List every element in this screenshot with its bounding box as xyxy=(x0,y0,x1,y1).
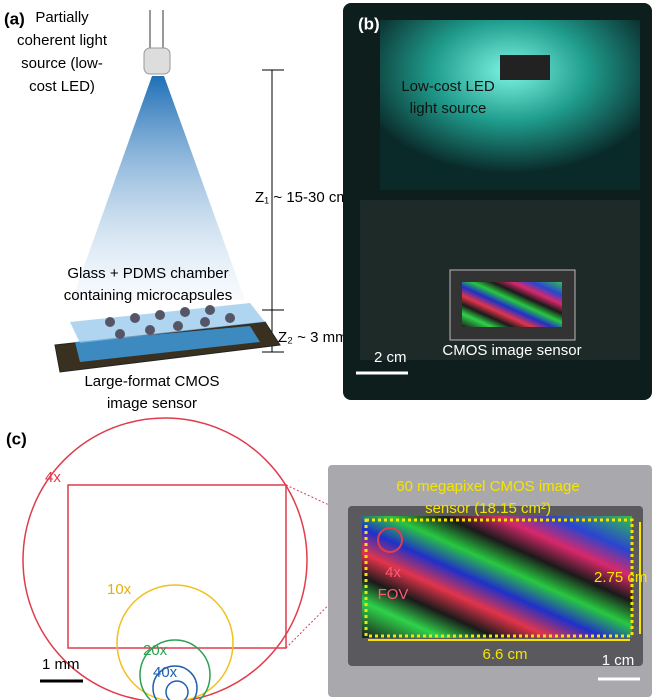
panel-label: (b) xyxy=(358,14,380,33)
label-line: source (low- xyxy=(21,55,103,72)
mag-label: 10x xyxy=(107,581,132,598)
microcapsule xyxy=(115,329,125,339)
label-line: Large-format CMOS xyxy=(84,373,219,390)
label-line: Glass + PDMS chamber xyxy=(67,265,228,282)
label-line: 4x xyxy=(385,564,401,581)
panel-label: (c) xyxy=(6,429,27,448)
microcapsule xyxy=(130,313,140,323)
microcapsule xyxy=(205,305,215,315)
microcapsule xyxy=(200,317,210,327)
microcapsule xyxy=(105,317,115,327)
distance-label: Z₂ ~ 3 mm xyxy=(278,329,348,346)
label-line: image sensor xyxy=(107,395,197,412)
mag-label: 4x xyxy=(45,469,61,486)
fov-rect xyxy=(68,485,286,648)
distance-label: Z₁ ~ 15-30 cm xyxy=(255,189,349,206)
sensor-image xyxy=(462,282,562,327)
fov-circle xyxy=(117,585,233,700)
label-line: cost LED) xyxy=(29,78,95,95)
label-line: sensor (18.15 cm²) xyxy=(425,500,551,517)
label-line: light source xyxy=(410,100,487,117)
mag-label: 20x xyxy=(143,642,168,659)
label-line: 60 megapixel CMOS image xyxy=(396,478,579,495)
mag-label: 40x xyxy=(153,664,178,681)
scale-label: 1 cm xyxy=(602,652,635,669)
microcapsule xyxy=(180,307,190,317)
microcapsule xyxy=(225,313,235,323)
panel-label: (a) xyxy=(4,9,25,28)
photo-label: CMOS image sensor xyxy=(442,342,581,359)
dimension-label: 2.75 cm xyxy=(594,569,647,586)
scale-label: 2 cm xyxy=(374,349,407,366)
microcapsule xyxy=(155,310,165,320)
fov-circle xyxy=(166,681,188,700)
label-line: containing microcapsules xyxy=(64,287,232,304)
figure: (a) Partially coherent light source (low-c… xyxy=(0,0,657,700)
led-housing xyxy=(500,55,550,80)
led xyxy=(144,48,170,74)
label-line: FOV xyxy=(378,586,409,603)
sensor-image xyxy=(362,516,632,638)
label-line: Low-cost LED xyxy=(401,78,495,95)
label-line: Partially xyxy=(35,9,89,26)
microcapsule xyxy=(173,321,183,331)
scale-label: 1 mm xyxy=(42,656,80,673)
dimension-label: 6.6 cm xyxy=(482,646,527,663)
microcapsule xyxy=(145,325,155,335)
label-line: coherent light xyxy=(17,32,108,49)
